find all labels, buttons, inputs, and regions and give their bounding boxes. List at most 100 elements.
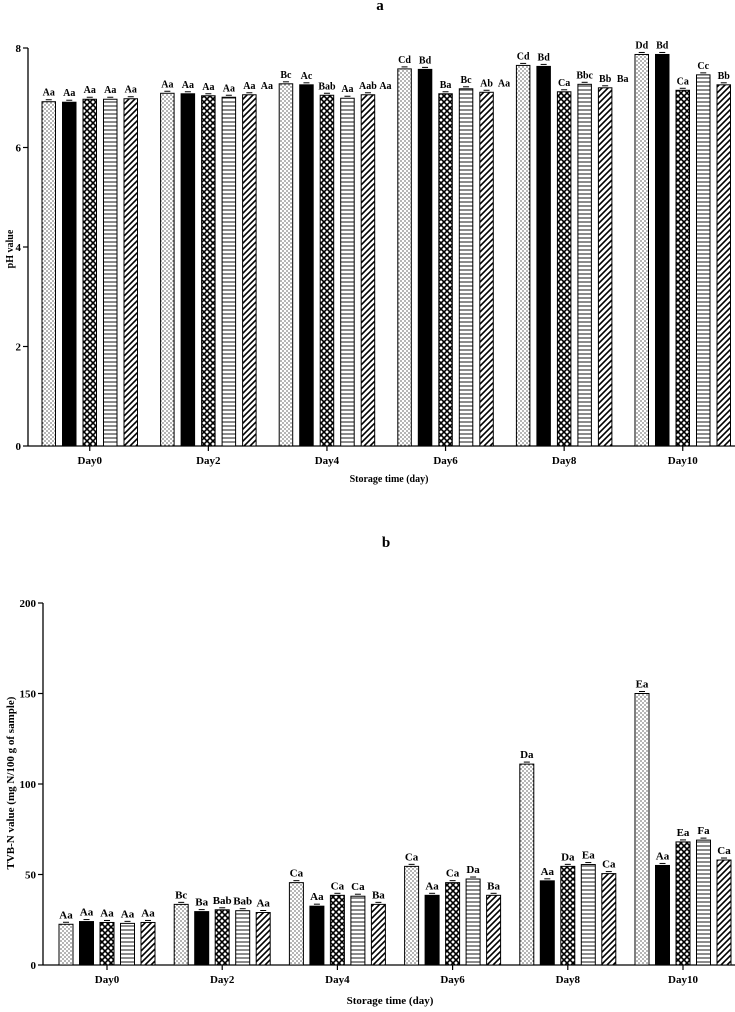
bar-cpn3-day2 <box>255 912 271 966</box>
bar-sms-day0 <box>79 921 94 966</box>
bar-ppe5-day6 <box>458 88 474 447</box>
bar-cs1-day8 <box>556 91 572 447</box>
bar-label-cs1-day4: Bab <box>318 81 336 92</box>
x-tick-label-day2: Day2 <box>210 974 235 986</box>
bar-label-ppe5-day4: Aa <box>341 84 353 95</box>
bar-label-ppe5-day6: Bc <box>460 75 472 86</box>
panel-a: a pH value Storage time (day) 0 2 4 6 8 Day0 D… <box>5 0 735 485</box>
bar-label-con-day8: Da <box>520 749 534 761</box>
bar-label-cs1-day2: Bab <box>213 895 232 907</box>
bar-sms-day10 <box>655 864 670 966</box>
bar-con-day0 <box>58 923 74 966</box>
panel-b-letter: b <box>382 535 390 551</box>
extra-bar-label-day4: Aa <box>379 81 391 92</box>
bar-sms-day4 <box>299 84 314 447</box>
x-tick-label-day0: Day0 <box>95 974 120 986</box>
bar-cs1-day4 <box>319 94 335 447</box>
bar-label-ppe5-day0: Aa <box>104 85 116 96</box>
y-tick-label: 2 <box>16 342 22 354</box>
x-tick-label-day6: Day6 <box>440 974 465 986</box>
x-tick-label-day4: Day4 <box>325 974 350 986</box>
bar-label-sms-day8: Aa <box>541 866 555 878</box>
bar-ppe5-day8 <box>577 83 592 447</box>
bar-label-con-day2: Aa <box>161 79 173 90</box>
bar-label-con-day6: Cd <box>398 55 411 66</box>
bar-sms-day8 <box>536 65 551 447</box>
bar-label-cpn3-day6: Ba <box>487 880 500 892</box>
bar-label-ppe5-day8: Bbc <box>576 70 593 81</box>
bar-ppe5-day0 <box>120 922 135 966</box>
bar-label-sms-day0: Aa <box>80 907 94 919</box>
bar-label-sms-day10: Bd <box>656 40 669 51</box>
bar-label-sms-day2: Aa <box>182 80 194 91</box>
bar-sms-day2 <box>180 93 196 447</box>
bar-label-cpn3-day2: Aa <box>243 81 255 92</box>
bar-label-sms-day6: Aa <box>425 880 439 892</box>
bar-label-con-day10: Dd <box>635 40 648 51</box>
bar-label-cs1-day10: Ca <box>677 76 689 87</box>
bar-cpn3-day10 <box>716 859 732 966</box>
bar-label-ppe5-day4: Ca <box>351 881 365 893</box>
bar-label-cpn3-day4: Ba <box>372 889 385 901</box>
bar-label-cpn3-day2: Aa <box>256 898 270 910</box>
bar-ppe5-day6 <box>465 878 481 966</box>
bar-cs1-day0 <box>99 921 115 966</box>
bar-label-cs1-day0: Aa <box>84 85 96 96</box>
bar-label-ppe5-day8: Ea <box>582 850 595 862</box>
bar-label-con-day6: Ca <box>405 851 419 863</box>
bar-cs1-day2 <box>201 95 216 447</box>
bar-label-ppe5-day2: Aa <box>223 83 235 94</box>
panel-b-x-axis-title: Storage time (day) <box>347 995 434 1007</box>
bar-label-cs1-day8: Ca <box>558 78 570 89</box>
x-tick-label-day8: Day8 <box>552 455 577 467</box>
bar-label-cs1-day8: Da <box>561 851 575 863</box>
y-tick-label: 0 <box>31 960 37 972</box>
bar-con-day6 <box>397 68 412 447</box>
bar-label-cs1-day6: Ba <box>440 80 452 91</box>
y-tick-label: 100 <box>20 779 37 791</box>
bar-label-sms-day4: Aa <box>310 891 324 903</box>
x-tick-label-day2: Day2 <box>196 455 221 467</box>
x-tick-label-day8: Day8 <box>556 974 581 986</box>
bar-cpn3-day4 <box>360 94 376 447</box>
bar-label-con-day8: Cd <box>517 51 530 62</box>
x-tick-label-day10: Day10 <box>668 974 698 986</box>
bar-sms-day8 <box>539 880 555 966</box>
bar-ppe5-day10 <box>696 839 711 966</box>
bar-label-con-day10: Ea <box>636 679 649 691</box>
bar-label-sms-day8: Bd <box>538 52 551 63</box>
bar-label-sms-day0: Aa <box>63 88 75 99</box>
panel-a-axes: 0 2 4 6 8 Day0 Day2 Day4 Day6 Day8 Day10 <box>16 43 735 467</box>
bar-label-cpn3-day10: Bb <box>718 71 731 82</box>
bar-ppe5-day0 <box>103 98 118 447</box>
bar-label-cpn3-day0: Aa <box>125 85 137 96</box>
bar-label-cs1-day2: Aa <box>202 82 214 93</box>
bar-label-con-day4: Ca <box>290 868 304 880</box>
bar-cs1-day6 <box>445 882 461 966</box>
bar-sms-day4 <box>309 905 325 966</box>
bar-label-sms-day4: Ac <box>301 71 313 82</box>
bar-cs1-day8 <box>560 865 576 966</box>
bar-con-day10 <box>634 693 650 966</box>
bar-ppe5-day2 <box>235 910 251 966</box>
bar-label-cs1-day10: Ea <box>677 827 690 839</box>
bar-ppe5-day4 <box>350 895 366 966</box>
y-tick-label: 0 <box>16 441 22 453</box>
bar-cpn3-day6 <box>486 894 502 966</box>
bar-con-day8 <box>519 763 535 966</box>
bar-con-day8 <box>515 64 531 447</box>
bar-con-day2 <box>160 92 175 447</box>
bar-label-sms-day10: Aa <box>656 850 670 862</box>
bar-con-day2 <box>173 903 189 966</box>
bar-ppe5-day2 <box>221 96 237 447</box>
bar-label-cpn3-day6: Ab <box>480 78 493 89</box>
bar-label-cpn3-day8: Ca <box>602 859 616 871</box>
x-tick-label-day4: Day4 <box>315 455 340 467</box>
panel-b-axes: 0 50 100 150 200 Day0 Day2 Day4 Day6 Day8 Day10 <box>20 598 735 986</box>
bar-label-cs1-day4: Ca <box>331 880 345 892</box>
y-tick-label: 150 <box>20 689 37 701</box>
bar-con-day10 <box>634 53 649 447</box>
bar-cpn3-day0 <box>140 921 156 966</box>
y-tick-label: 4 <box>16 242 22 254</box>
